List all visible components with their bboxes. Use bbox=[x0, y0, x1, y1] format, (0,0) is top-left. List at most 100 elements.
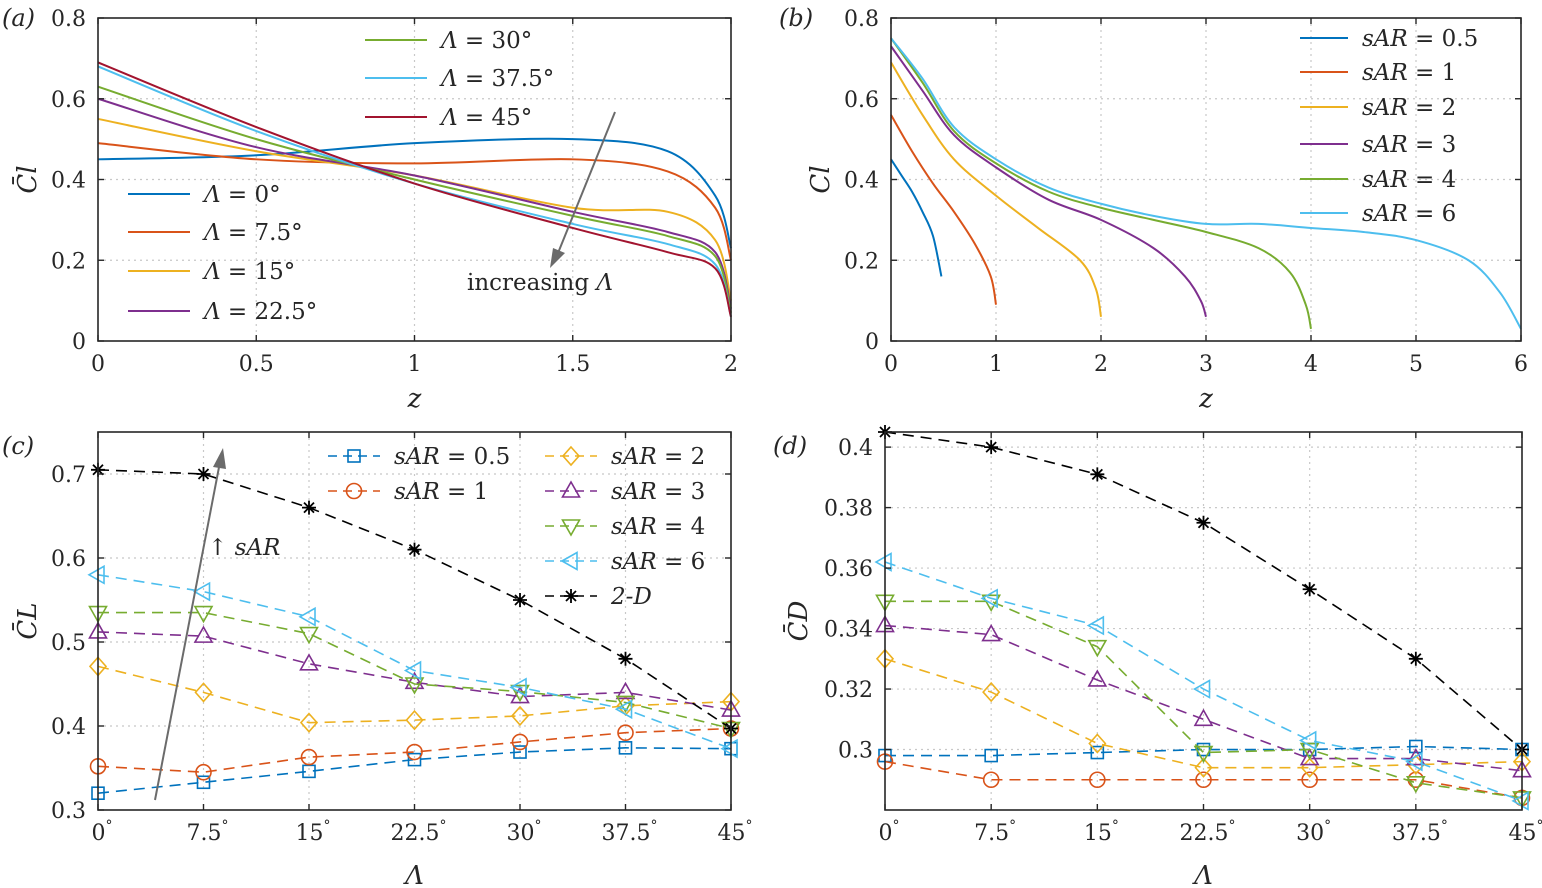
data-point bbox=[1299, 742, 1320, 761]
y-axis-label: C̄l bbox=[11, 165, 43, 193]
x-tick-label: 1 bbox=[408, 352, 422, 377]
data-point bbox=[1089, 771, 1106, 789]
data-point bbox=[618, 741, 633, 755]
legend-entry: 2-D bbox=[545, 584, 652, 610]
legend-label: sAR = 0.5 bbox=[1362, 26, 1478, 52]
legend-entry: Λ = 22.5° bbox=[128, 299, 317, 325]
panel-label: (a) bbox=[2, 4, 35, 32]
data-point bbox=[1405, 751, 1423, 772]
legend-entry: sAR = 1 bbox=[328, 479, 488, 505]
data-point bbox=[1194, 757, 1213, 778]
data-point bbox=[1088, 733, 1107, 754]
x-tick-label: 15° bbox=[1084, 818, 1119, 846]
data-point bbox=[403, 660, 422, 681]
x-tick-label: 15° bbox=[296, 818, 331, 846]
data-point bbox=[1193, 745, 1214, 764]
data-point bbox=[196, 467, 211, 481]
legend-entry: Λ = 37.5° bbox=[365, 66, 554, 92]
data-point bbox=[193, 605, 214, 624]
legend-entry: sAR = 2 bbox=[1300, 95, 1456, 121]
series-line bbox=[97, 97, 732, 309]
series-sAR-4 bbox=[88, 605, 741, 740]
series-sAR-3 bbox=[875, 614, 1532, 778]
legend-entry: Λ = 30° bbox=[365, 28, 532, 54]
panel-label: (d) bbox=[773, 432, 807, 460]
y-tick-label: 0.3 bbox=[51, 799, 86, 824]
legend-entry: Λ = 15° bbox=[128, 259, 295, 285]
series--45- bbox=[97, 61, 732, 318]
data-point bbox=[980, 588, 998, 609]
x-tick-label: 7.5° bbox=[187, 818, 229, 846]
legend-entry: sAR = 0.5 bbox=[328, 444, 510, 470]
series--30- bbox=[97, 85, 732, 314]
y-tick-label: 0.4 bbox=[51, 715, 86, 740]
legend-label: sAR = 0.5 bbox=[394, 444, 510, 470]
annotation-increasing: increasing Λ bbox=[467, 111, 616, 296]
x-axis-label: Λ bbox=[1192, 861, 1213, 888]
legend-label: sAR = 4 bbox=[1362, 167, 1456, 193]
x-tick-label: 22.5° bbox=[391, 818, 447, 846]
data-point bbox=[87, 564, 105, 585]
legend-label: sAR = 3 bbox=[1362, 132, 1456, 158]
data-point bbox=[298, 606, 316, 627]
plot-frame bbox=[884, 431, 1523, 811]
annotation-arrow bbox=[555, 111, 616, 259]
x-axis-label: Λ bbox=[403, 861, 424, 888]
series-line bbox=[97, 117, 732, 301]
data-point bbox=[614, 699, 633, 720]
y-tick-label: 0.38 bbox=[824, 497, 873, 522]
y-tick-label: 0 bbox=[72, 330, 86, 355]
y-tick-label: 0.4 bbox=[51, 169, 86, 194]
panel-label: (b) bbox=[779, 4, 813, 32]
series-line bbox=[98, 611, 732, 730]
x-tick-label: 2 bbox=[724, 352, 738, 377]
x-tick-label: 0° bbox=[879, 818, 900, 846]
data-point bbox=[982, 771, 1000, 789]
data-point bbox=[192, 581, 211, 602]
data-point bbox=[1086, 615, 1105, 636]
x-tick-label: 22.5° bbox=[1180, 818, 1236, 846]
data-point bbox=[193, 625, 214, 643]
y-tick-label: 0.36 bbox=[824, 557, 873, 582]
legend-entry: sAR = 0.5 bbox=[1300, 26, 1478, 52]
series-sAR-3 bbox=[88, 621, 741, 717]
legend-entry: sAR = 4 bbox=[1300, 167, 1456, 193]
x-tick-label: 5 bbox=[1409, 352, 1423, 377]
series-line bbox=[97, 747, 732, 794]
data-point bbox=[404, 677, 425, 695]
data-point bbox=[407, 752, 422, 767]
legend-entry: Λ = 0° bbox=[128, 182, 281, 208]
legend-label: Λ = 0° bbox=[202, 182, 281, 208]
panel-label: (c) bbox=[2, 432, 34, 460]
x-tick-label: 0 bbox=[91, 352, 105, 377]
series-line bbox=[890, 114, 997, 305]
data-point bbox=[1090, 745, 1105, 760]
data-point bbox=[510, 684, 530, 703]
legend-marker bbox=[347, 449, 361, 463]
x-tick-label: 30° bbox=[1296, 818, 1331, 846]
x-tick-label: 0 bbox=[884, 352, 898, 377]
y-axis-label: C̄D bbox=[782, 600, 814, 641]
y-tick-label: 0.7 bbox=[51, 463, 86, 488]
legend-entry: Λ = 7.5° bbox=[128, 220, 303, 246]
legend-marker bbox=[561, 519, 581, 537]
y-tick-label: 0.8 bbox=[844, 7, 879, 32]
legend-marker bbox=[345, 482, 363, 500]
data-point bbox=[299, 626, 319, 645]
data-point bbox=[510, 705, 530, 727]
legend-label: sAR = 1 bbox=[1362, 60, 1456, 86]
data-point bbox=[615, 695, 636, 714]
data-point bbox=[1193, 708, 1214, 727]
data-point bbox=[1405, 775, 1426, 794]
data-point bbox=[874, 552, 892, 572]
arrow-head bbox=[550, 248, 565, 268]
legend-label: sAR = 6 bbox=[611, 549, 705, 575]
data-point bbox=[1090, 467, 1105, 482]
x-tick-label: 1.5 bbox=[555, 352, 590, 377]
data-point bbox=[1301, 771, 1318, 789]
data-point bbox=[404, 671, 425, 690]
series-line bbox=[97, 61, 732, 318]
data-point bbox=[1299, 730, 1317, 751]
y-axis-label: Cl bbox=[806, 165, 836, 193]
